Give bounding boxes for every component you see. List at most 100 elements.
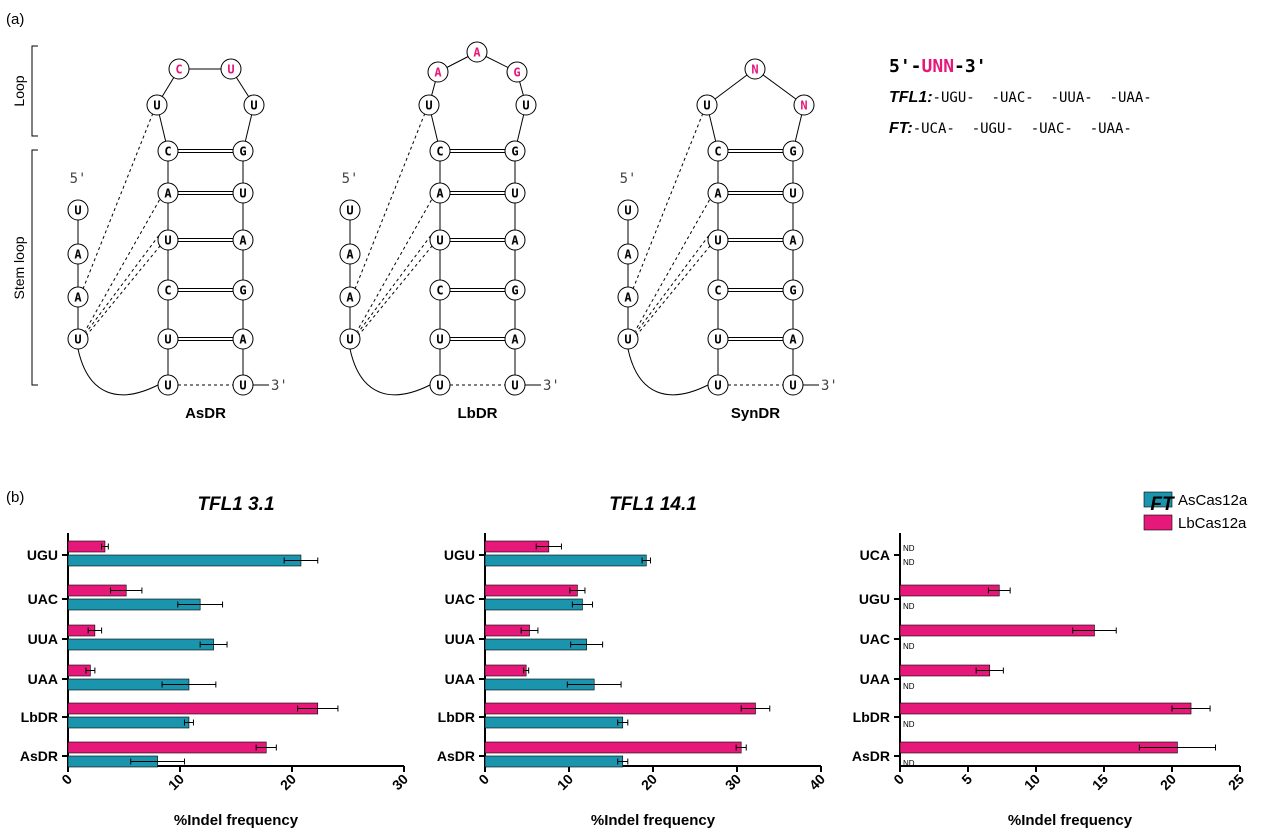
nucleotide-circle	[782, 328, 804, 350]
bar-lbcas12a	[484, 664, 527, 677]
category-label: UAC	[28, 591, 58, 607]
nucleotide-circle	[429, 374, 451, 396]
nucleotide-circle	[707, 279, 729, 301]
nucleotide-letter: C	[714, 284, 721, 298]
nucleotide-letter: C	[436, 145, 443, 159]
diagram-name: SynDR	[731, 405, 780, 422]
nd-label: ND	[903, 544, 915, 553]
nucleotide-letter: U	[511, 187, 518, 201]
stem-nucleotide-right: G	[232, 140, 254, 162]
x-tick-label: 10	[1021, 771, 1043, 793]
loop-nucleotide: U	[515, 94, 537, 116]
stem-nucleotide-right: U	[504, 182, 526, 204]
legend: AsCas12a LbCas12a	[1143, 491, 1248, 532]
category-label: UAC	[445, 591, 475, 607]
bottom-nucleotide-left: U	[429, 374, 451, 396]
nucleotide-circle	[782, 374, 804, 396]
stem-nucleotide-right: G	[232, 279, 254, 301]
interaction-line	[635, 245, 711, 337]
strand-nucleotide: A	[339, 243, 361, 265]
nd-label: ND	[903, 602, 915, 611]
nucleotide-letter: U	[703, 99, 710, 113]
x-tick-label: 20	[277, 771, 299, 793]
nucleotide-circle	[515, 94, 537, 116]
nucleotide-circle	[168, 58, 190, 80]
nucleotide-letter: C	[714, 145, 721, 159]
bottom-nucleotide-left: U	[157, 374, 179, 396]
bar-ascas12a	[484, 716, 624, 729]
bar-ascas12a	[67, 716, 190, 729]
category-label: UUA	[28, 631, 58, 647]
stem-nucleotide-left: C	[429, 279, 451, 301]
nucleotide-letter: A	[436, 187, 444, 201]
stem-loop-bracket: Stem loop	[11, 149, 38, 386]
strand-nucleotide: U	[67, 199, 89, 221]
motif-u: U	[922, 56, 933, 77]
nucleotide-circle	[504, 328, 526, 350]
nucleotide-circle	[67, 199, 89, 221]
stem-nucleotide-right: U	[782, 182, 804, 204]
nucleotide-letter: G	[511, 145, 518, 159]
nucleotide-letter: U	[74, 204, 81, 218]
nd-label: ND	[903, 558, 915, 567]
nucleotide-circle	[504, 279, 526, 301]
nucleotide-circle	[617, 199, 639, 221]
nucleotide-circle	[157, 328, 179, 350]
nucleotide-circle	[504, 229, 526, 251]
stem-nucleotide-left: U	[429, 229, 451, 251]
bar-lbcas12a	[67, 702, 319, 715]
stem-nucleotide-left: A	[429, 182, 451, 204]
nucleotide-circle	[429, 140, 451, 162]
rna-diagrams: 5' 3' U C U U C G A U U A C G U A U A A U U U AsDR 5' 3' U A A G U C G A…	[67, 41, 838, 422]
nucleotide-circle	[157, 182, 179, 204]
nucleotide-circle	[339, 199, 361, 221]
interaction-line	[632, 112, 704, 290]
nucleotide-letter: U	[436, 234, 443, 248]
nucleotide-circle	[504, 182, 526, 204]
nucleotide-letter: N	[800, 99, 807, 113]
nucleotide-letter: G	[239, 145, 246, 159]
bar-ascas12a	[67, 638, 214, 651]
stem-nucleotide-right: A	[504, 328, 526, 350]
loop-label: Loop	[11, 75, 27, 106]
loop-nucleotide: C	[168, 58, 190, 80]
nucleotide-circle	[339, 328, 361, 350]
nucleotide-letter: G	[239, 284, 246, 298]
nucleotide-circle	[157, 374, 179, 396]
category-label: LbDR	[21, 709, 58, 725]
nucleotide-circle	[157, 279, 179, 301]
category-label: UUA	[445, 631, 475, 647]
stem-nucleotide-right: G	[504, 279, 526, 301]
stem-nucleotide-left: C	[157, 279, 179, 301]
diagram-asdr: 5' 3' U C U U C G A U U A C G U A U A A U U U AsDR	[67, 58, 288, 422]
motif-prefix: 5'-	[889, 56, 922, 77]
nucleotide-letter: U	[624, 333, 631, 347]
stem-nucleotide-right: A	[504, 229, 526, 251]
strand-nucleotide: U	[617, 199, 639, 221]
strand-curve	[627, 348, 709, 396]
nucleotide-letter: A	[164, 187, 172, 201]
interaction-line	[633, 198, 711, 334]
nucleotide-circle	[339, 243, 361, 265]
nucleotide-circle	[782, 140, 804, 162]
nucleotide-circle	[429, 229, 451, 251]
x-tick-label: 15	[1089, 771, 1111, 793]
interaction-line	[356, 233, 433, 335]
x-tick-label: 0	[890, 771, 907, 788]
tfl1-line: TFL1:-UGU- -UAC- -UUA- -UAA-	[889, 89, 1152, 106]
diagram-name: AsDR	[185, 405, 226, 422]
five-prime-label: 5'	[70, 171, 87, 187]
category-label: UAA	[860, 671, 890, 687]
bottom-nucleotide-right: U	[782, 374, 804, 396]
bar-lbcas12a	[899, 624, 1095, 637]
nucleotide-circle	[157, 140, 179, 162]
legend-swatch-ascas12a	[1143, 491, 1173, 508]
motif-nn: NN	[932, 56, 954, 77]
motif-suffix: -3'	[954, 56, 987, 77]
nucleotide-letter: C	[164, 145, 171, 159]
nucleotide-circle	[617, 328, 639, 350]
nucleotide-circle	[146, 94, 168, 116]
chart-title: FT	[1150, 494, 1175, 515]
nucleotide-letter: A	[74, 291, 82, 305]
stem-nucleotide-left: U	[157, 328, 179, 350]
